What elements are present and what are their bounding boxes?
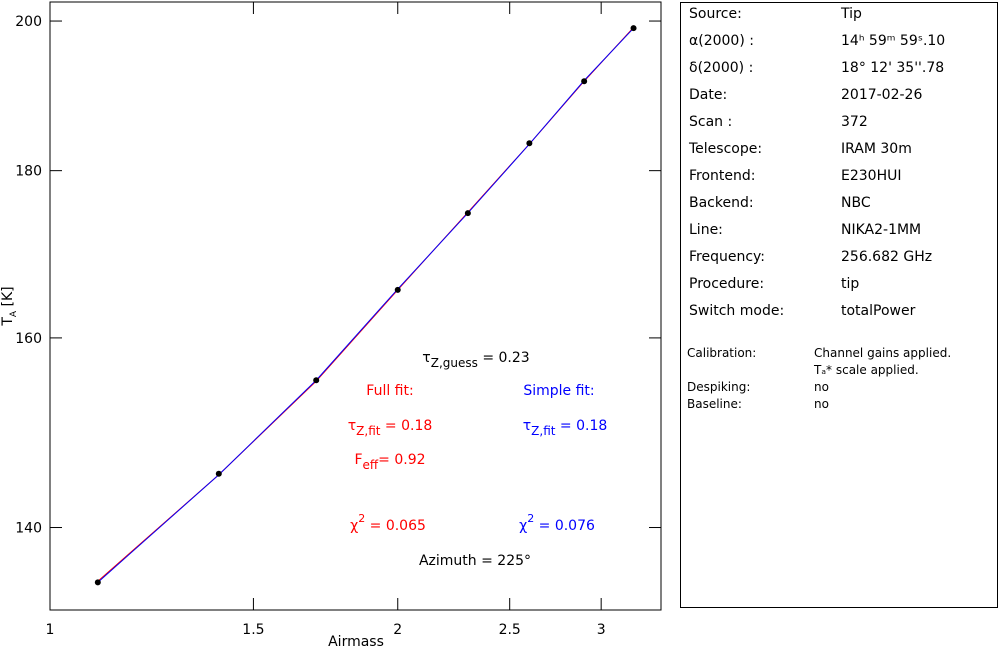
note-value: Tₐ* scale applied.	[814, 363, 919, 377]
y-label-main: T	[0, 317, 16, 327]
y-label-sub: A	[9, 310, 19, 317]
annotation: Full fit:	[366, 383, 413, 399]
info-value: totalPower	[841, 303, 916, 319]
info-value: IRAM 30m	[841, 141, 912, 157]
x-tick-label: 2	[393, 622, 402, 638]
annotation-sub: eff	[363, 458, 379, 472]
annotation-sup: 2	[527, 512, 534, 525]
plot-frame	[49, 1, 662, 611]
annotation-symbol: τ	[523, 418, 531, 434]
y-label-rest: [K]	[0, 286, 16, 311]
info-key: Scan :	[689, 114, 733, 130]
info-value: 18° 12' 35''.78	[841, 60, 945, 76]
annotation-text: = 0.065	[365, 518, 426, 534]
info-value: 372	[841, 114, 868, 130]
note-value: no	[814, 380, 829, 394]
annotation-symbol: τ	[422, 350, 430, 366]
info-key: Date:	[689, 87, 728, 103]
info-key: Frontend:	[689, 168, 756, 184]
info-value: NBC	[841, 195, 871, 211]
annotation: τZ,fit = 0.18	[523, 418, 608, 438]
fit-line	[97, 27, 634, 582]
info-key: Source:	[689, 6, 742, 22]
info-value: NIKA2-1MM	[841, 222, 922, 238]
info-key: Switch mode:	[689, 303, 785, 319]
annotation: χ2 = 0.076	[519, 512, 595, 534]
annotation-text: = 0.076	[534, 518, 595, 534]
annotation-text: = 0.92	[378, 452, 425, 468]
data-point	[394, 286, 401, 293]
note-key: Despiking:	[687, 380, 751, 394]
info-key: Backend:	[689, 195, 754, 211]
annotation: Simple fit:	[523, 383, 594, 399]
info-value: 2017-02-26	[841, 87, 923, 103]
info-key: α(2000) :	[689, 33, 754, 49]
annotation: τZ,guess = 0.23	[422, 350, 529, 370]
annotation-text: Simple fit:	[523, 383, 594, 399]
annotation-sub: Z,fit	[531, 424, 556, 438]
info-value: tip	[841, 276, 860, 292]
x-axis-label: Airmass	[328, 634, 384, 649]
annotation-sub: Z,guess	[431, 356, 478, 370]
annotation-text: = 0.23	[478, 350, 530, 366]
info-value: Tip	[841, 6, 862, 22]
y-tick-label: 160	[15, 331, 42, 347]
x-tick-label: 3	[597, 622, 606, 638]
note-key: Calibration:	[687, 346, 757, 360]
y-axis-label: TA [K]	[0, 286, 19, 326]
annotation-text: = 0.18	[380, 418, 432, 434]
note-value: no	[814, 397, 829, 411]
info-value: 14ʰ 59ᵐ 59ˢ.10	[841, 33, 946, 49]
info-key: δ(2000) :	[689, 60, 754, 76]
data-point	[94, 579, 101, 586]
info-key: Line:	[689, 222, 723, 238]
note-key: Baseline:	[687, 397, 742, 411]
annotation-symbol: χ	[350, 518, 358, 534]
annotation-sub: Z,fit	[356, 424, 381, 438]
info-key: Procedure:	[689, 276, 765, 292]
annotation-symbol: F	[354, 452, 362, 468]
y-tick-label: 140	[15, 521, 42, 537]
info-key: Frequency:	[689, 249, 766, 265]
y-tick-label: 200	[15, 14, 42, 30]
annotation-sup: 2	[358, 512, 365, 525]
x-tick-label: 1.5	[242, 622, 264, 638]
data-point	[581, 78, 588, 85]
data-point	[630, 25, 637, 32]
chart: Airmass TA [K] 1 1.5 2 2.5 3140160180200τZ,g…	[0, 1, 662, 649]
info-panel: Source: Tip α(2000) : 14ʰ 59ᵐ 59ˢ.10 δ(2000)…	[680, 2, 998, 608]
y-tick-label: 180	[15, 164, 42, 180]
note-value: Channel gains applied.	[814, 346, 952, 360]
x-tick-label: 2.5	[499, 622, 521, 638]
info-value: 256.682 GHz	[841, 249, 933, 265]
x-tick-label: 1	[46, 622, 55, 638]
annotation: χ2 = 0.065	[350, 512, 426, 534]
data-point	[313, 377, 320, 384]
annotation-text: Azimuth = 225°	[419, 553, 531, 569]
data-point	[526, 140, 533, 147]
fit-line	[97, 27, 634, 583]
annotation-symbol: χ	[519, 518, 527, 534]
annotation-text: Full fit:	[366, 383, 413, 399]
info-key: Telescope:	[689, 141, 763, 157]
data-point	[464, 210, 471, 217]
info-value: E230HUI	[841, 168, 902, 184]
annotation: Feff= 0.92	[354, 452, 425, 472]
data-point	[215, 470, 222, 477]
annotation: Azimuth = 225°	[419, 553, 531, 569]
annotation: τZ,fit = 0.18	[348, 418, 433, 438]
annotation-symbol: τ	[348, 418, 356, 434]
annotation-text: = 0.18	[555, 418, 607, 434]
